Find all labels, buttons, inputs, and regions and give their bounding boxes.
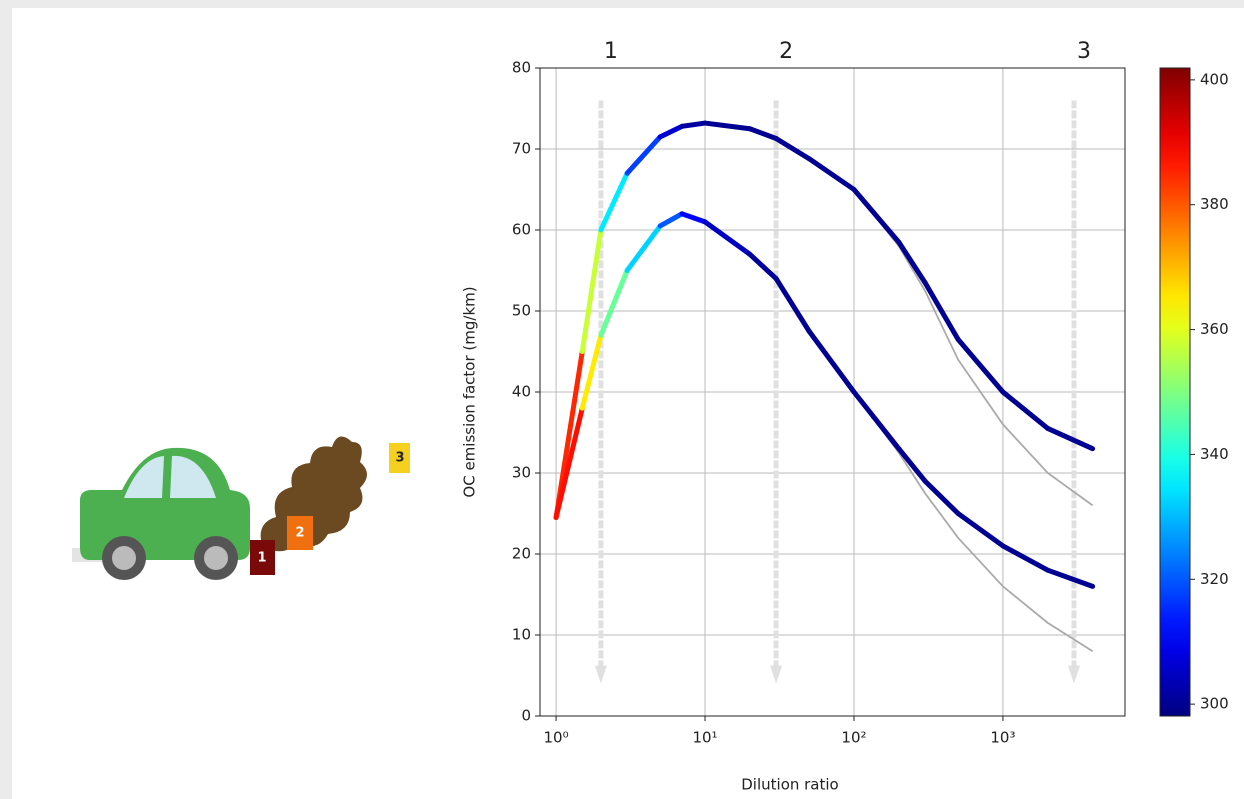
- colorbar-tick-label: 400: [1200, 70, 1229, 88]
- reference-line: [853, 391, 1094, 652]
- curve-segment: [1000, 543, 1051, 573]
- car-body: [80, 447, 250, 560]
- y-axis-label: OC emission factor (mg/km): [461, 286, 479, 497]
- stage-label: 1: [604, 39, 618, 64]
- wheel: [204, 546, 228, 570]
- curve-segment: [657, 211, 685, 229]
- y-tick-label: 80: [512, 59, 531, 77]
- car-window: [124, 456, 164, 498]
- curve-segment: [1045, 567, 1096, 589]
- x-tick-label: 10¹: [692, 729, 717, 747]
- curve-segment: [955, 336, 1006, 395]
- stage-label: 1: [257, 551, 266, 566]
- car-illustration: 1 2 3: [72, 436, 410, 580]
- y-tick-label: 70: [512, 140, 531, 158]
- stage-arrowhead: [594, 665, 607, 684]
- curve-segment: [657, 123, 685, 140]
- wheel: [112, 546, 136, 570]
- curve-segment: [955, 511, 1006, 549]
- y-tick-label: 60: [512, 221, 531, 239]
- curve-segment: [773, 135, 812, 162]
- y-tick-label: 10: [512, 626, 531, 644]
- colorbar-tick-label: 300: [1200, 695, 1229, 713]
- colorbar-tick-label: 320: [1200, 570, 1229, 588]
- colorbar-tick-label: 380: [1200, 195, 1229, 213]
- curve-segment: [579, 332, 604, 411]
- curve-segment: [702, 120, 753, 132]
- curve-segment: [579, 227, 604, 354]
- stage-box: [287, 516, 313, 550]
- stage-box: [389, 443, 410, 473]
- curve-segment: [806, 156, 857, 192]
- colorbar-tick-label: 360: [1200, 320, 1229, 338]
- curve-segment: [598, 268, 630, 338]
- y-tick-label: 40: [512, 383, 531, 401]
- curve-segment: [922, 478, 961, 516]
- curve-segment: [896, 446, 928, 484]
- y-tick-label: 0: [521, 707, 531, 725]
- y-tick-label: 50: [512, 302, 531, 320]
- curve-segment: [1045, 425, 1096, 452]
- curve-segment: [702, 219, 753, 257]
- stage-arrowhead: [1067, 665, 1080, 684]
- curve-segment: [896, 239, 928, 286]
- stage-box: [250, 540, 275, 575]
- x-tick-label: 10²: [841, 729, 866, 747]
- curve-segment: [679, 211, 708, 225]
- curve-segment: [1000, 389, 1051, 431]
- curve-segment: [553, 405, 585, 521]
- x-tick-label: 10³: [990, 729, 1015, 747]
- stage-label: 3: [1077, 39, 1091, 64]
- y-tick-label: 30: [512, 464, 531, 482]
- plot-frame: [539, 67, 1126, 717]
- curve-segment: [747, 126, 779, 141]
- curve-segment: [851, 389, 902, 452]
- curve-segment: [679, 120, 708, 129]
- stage-label: 3: [395, 451, 404, 466]
- x-tick-label: 10⁰: [544, 729, 569, 747]
- x-axis-label: Dilution ratio: [741, 776, 838, 794]
- car-window: [170, 455, 216, 498]
- curve-segment: [806, 328, 857, 395]
- curve-segment: [851, 187, 902, 245]
- curve-segment: [598, 170, 630, 233]
- colorbar-tick-label: 340: [1200, 445, 1229, 463]
- colorbar: [1159, 67, 1191, 717]
- y-tick-label: 20: [512, 545, 531, 563]
- stage-label: 2: [295, 526, 304, 541]
- stage-label: 2: [779, 39, 793, 64]
- stage-arrowhead: [770, 665, 783, 684]
- curve-segment: [747, 251, 779, 282]
- curve-segment: [773, 276, 812, 334]
- panel: [12, 8, 1244, 799]
- curve-segment: [624, 223, 663, 273]
- curve-segment: [922, 280, 961, 342]
- curve-segment: [624, 134, 663, 176]
